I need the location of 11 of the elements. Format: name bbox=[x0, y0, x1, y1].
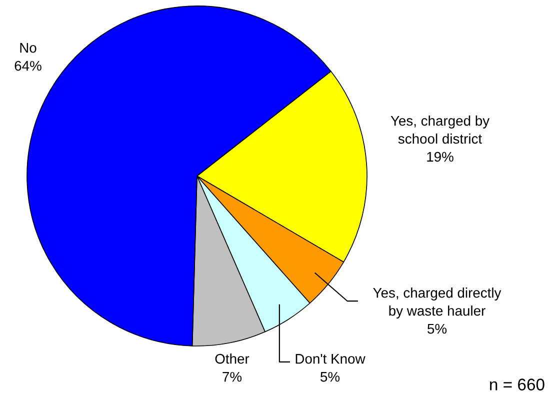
slice-label: No bbox=[20, 43, 36, 53]
data-label: 64% bbox=[14, 60, 42, 71]
data-label: 7% bbox=[222, 372, 242, 382]
slice-label: Yes, charged directly by waste hauler bbox=[373, 288, 502, 318]
slice-label: Other bbox=[215, 354, 250, 364]
data-label: 19% bbox=[427, 152, 454, 162]
data-label: 5% bbox=[320, 372, 340, 382]
slice-label: Yes, charged by school district bbox=[390, 116, 490, 144]
slice-label: Don't Know bbox=[296, 354, 366, 364]
text: n = 660 bbox=[490, 378, 544, 390]
data-label: 5% bbox=[428, 324, 447, 334]
